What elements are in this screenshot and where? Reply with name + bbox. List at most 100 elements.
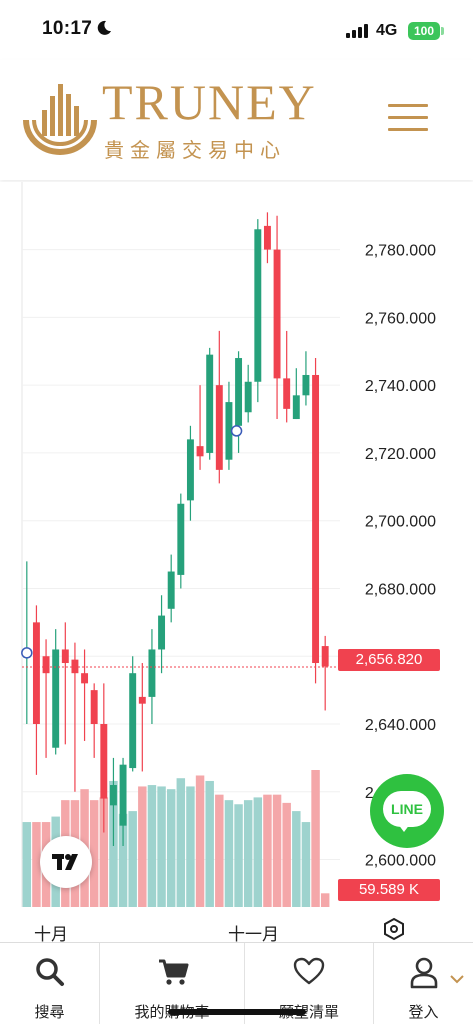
- x-axis-label-nov: 十一月: [228, 925, 279, 944]
- y-tick-label: 2,600.000: [365, 853, 436, 870]
- volume-bar: [320, 893, 330, 907]
- tradingview-logo[interactable]: [40, 836, 92, 888]
- candle-body: [196, 446, 204, 457]
- battery-tip: [441, 27, 444, 35]
- nav-search-label: 搜尋: [34, 1004, 65, 1021]
- x-axis-label-oct: 十月: [34, 925, 68, 944]
- nav-divider: [99, 943, 100, 1024]
- volume-bar: [157, 786, 166, 907]
- candle-body: [312, 374, 320, 664]
- brand-subtitle: 貴金屬交易中心: [104, 138, 286, 162]
- candle-body: [52, 649, 60, 748]
- hamburger-icon-bar: [388, 128, 428, 131]
- volume-bar: [272, 794, 282, 907]
- volume-bar: [176, 778, 186, 907]
- candle-body: [283, 378, 291, 409]
- nav-divider: [373, 943, 374, 1024]
- volume-bar: [32, 822, 41, 907]
- candle-body: [206, 354, 214, 453]
- volume-bar: [186, 786, 195, 907]
- volume-tag: 59.589 K: [338, 879, 440, 901]
- cart-icon: [159, 959, 189, 985]
- candle-body: [177, 503, 185, 575]
- nav-wishlist[interactable]: 願望清單: [245, 943, 373, 1024]
- heart-icon: [293, 957, 325, 985]
- home-indicator: [168, 1009, 306, 1015]
- volume-bar: [89, 800, 99, 907]
- candle-body: [129, 673, 137, 769]
- volume-bar: [311, 770, 320, 907]
- candle-body: [119, 764, 127, 826]
- y-tick-label: 2,640.000: [365, 717, 436, 734]
- hamburger-icon-bar: [388, 116, 428, 119]
- nav-search[interactable]: 搜尋: [0, 943, 99, 1024]
- candle-body: [302, 374, 310, 396]
- candle-body: [81, 673, 89, 684]
- nav-wishlist-label: 願望清單: [278, 1004, 339, 1021]
- status-time: 10:17: [42, 18, 93, 39]
- battery-indicator: 100: [408, 22, 440, 40]
- menu-button[interactable]: [388, 104, 432, 134]
- candle-body: [100, 724, 108, 799]
- tradingview-icon: [52, 854, 78, 870]
- candle-body: [61, 649, 69, 664]
- network-label: 4G: [376, 22, 398, 39]
- candle-body: [292, 395, 300, 420]
- volume-bar: [205, 780, 214, 907]
- volume-bar: [263, 794, 272, 907]
- hexagon-settings-icon[interactable]: [383, 917, 405, 941]
- candle-body: [90, 690, 98, 725]
- moon-icon: [97, 20, 111, 35]
- volume-bar: [128, 811, 137, 907]
- candle-body: [148, 649, 156, 697]
- volume-bar: [292, 811, 301, 907]
- line-label: LINE: [383, 791, 431, 827]
- current-price-tag: 2,656.820: [338, 649, 440, 671]
- y-tick-label: 2,760.000: [365, 310, 436, 327]
- candle-body: [254, 229, 262, 382]
- y-tick-label: 2,720.000: [365, 446, 436, 463]
- price-chart[interactable]: 2,780.000 2,760.000 2,740.000 2,720.000 2,70…: [0, 182, 473, 944]
- line-chat-button[interactable]: LINE: [370, 774, 444, 848]
- candle-body: [167, 571, 175, 609]
- chevron-down-icon[interactable]: [449, 974, 465, 984]
- event-marker: [21, 647, 33, 659]
- volume-bar: [99, 797, 109, 907]
- volume-bar: [118, 813, 128, 907]
- volume-bar: [147, 785, 157, 907]
- candle-body: [235, 358, 243, 426]
- y-tick-label: 2,680.000: [365, 581, 436, 598]
- y-tick-label: 2,780.000: [365, 243, 436, 260]
- nav-divider: [244, 943, 245, 1024]
- candle-body: [138, 696, 146, 704]
- search-icon: [36, 958, 64, 986]
- y-tick-label: 2,740.000: [365, 378, 436, 395]
- logo-icon: [23, 84, 97, 155]
- candle-body: [215, 385, 223, 470]
- candle-body: [244, 381, 252, 413]
- signal-icon: [346, 24, 368, 38]
- volume-bar: [22, 822, 32, 907]
- brand-name: TRUNEY: [102, 74, 317, 130]
- candle-body: [225, 402, 233, 460]
- candle-body: [109, 785, 117, 806]
- nav-login[interactable]: 登入: [374, 943, 473, 1024]
- site-header: TRUNEY 貴金屬交易中心: [0, 60, 473, 180]
- line-bubble-tail: [398, 824, 410, 832]
- nav-login-label: 登入: [408, 1004, 439, 1021]
- y-tick-label: 2,700.000: [365, 514, 436, 531]
- candle-body: [186, 439, 194, 501]
- user-icon: [410, 957, 438, 989]
- volume-bar: [253, 797, 263, 907]
- volume-bar: [195, 775, 205, 907]
- volume-bar: [138, 786, 147, 907]
- volume-bar: [301, 822, 311, 907]
- candle-body: [158, 615, 166, 650]
- volume-bar: [282, 802, 291, 907]
- candle-body: [263, 225, 271, 250]
- candle-body: [321, 646, 329, 667]
- volume-bar: [243, 800, 253, 907]
- candle-body: [42, 656, 50, 674]
- candle-body: [71, 659, 79, 674]
- hamburger-icon: [388, 104, 428, 107]
